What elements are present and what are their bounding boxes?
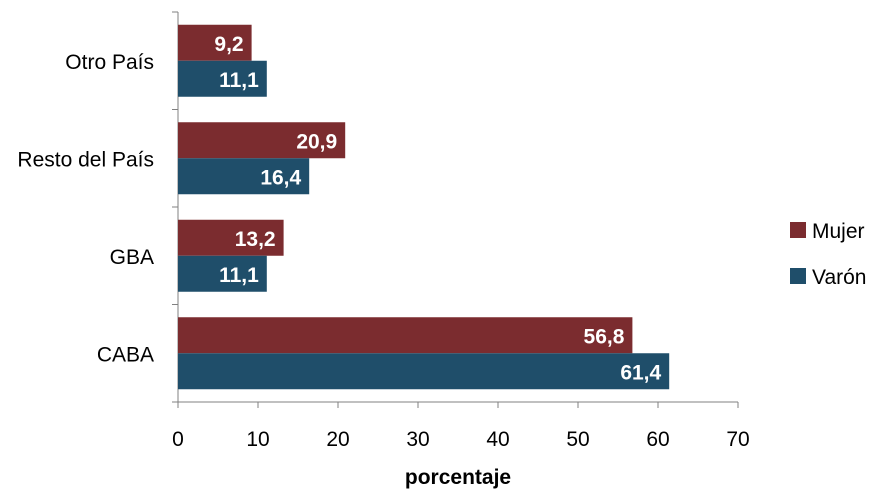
bar-varon [178,353,670,390]
bar-mujer [178,24,252,61]
category-label: GBA [110,246,154,269]
x-tick-labels: 0 10 20 30 40 50 60 70 [172,428,750,451]
bar-varon [178,255,267,292]
x-tick-label: 60 [646,428,669,451]
legend: Mujer Varón [790,220,866,289]
data-label: 20,9 [296,130,337,153]
data-label: 56,8 [584,325,625,348]
x-tick-label: 40 [486,428,509,451]
bar-mujer [178,122,346,159]
category-label: CABA [97,343,154,366]
legend-swatch [790,222,806,238]
data-label: 16,4 [260,166,301,189]
x-tick-label: 70 [726,428,749,451]
category-label: Otro País [65,51,154,74]
legend-label: Varón [812,266,866,289]
data-label: 61,4 [620,361,661,384]
bar-varon [178,60,267,97]
data-label: 13,2 [235,228,276,251]
x-axis-title: porcentaje [405,466,511,489]
bar-varon [178,158,310,195]
legend-swatch [790,268,806,284]
category-labels: Otro País Resto del País GBA CABA [17,51,154,367]
bars: 9,2 11,1 20,9 16,4 13,2 11,1 56,8 61,4 [178,24,670,390]
data-label: 11,1 [219,69,259,92]
bar-mujer [178,219,284,256]
bar-mujer [178,317,633,354]
data-label: 9,2 [214,33,243,56]
x-tick-label: 20 [326,428,349,451]
category-label: Resto del País [17,148,154,171]
x-tick-label: 30 [406,428,429,451]
data-label: 11,1 [219,264,259,287]
x-tick-label: 10 [246,428,269,451]
legend-label: Mujer [812,220,865,243]
x-tick-label: 0 [172,428,184,451]
x-tick-label: 50 [566,428,589,451]
